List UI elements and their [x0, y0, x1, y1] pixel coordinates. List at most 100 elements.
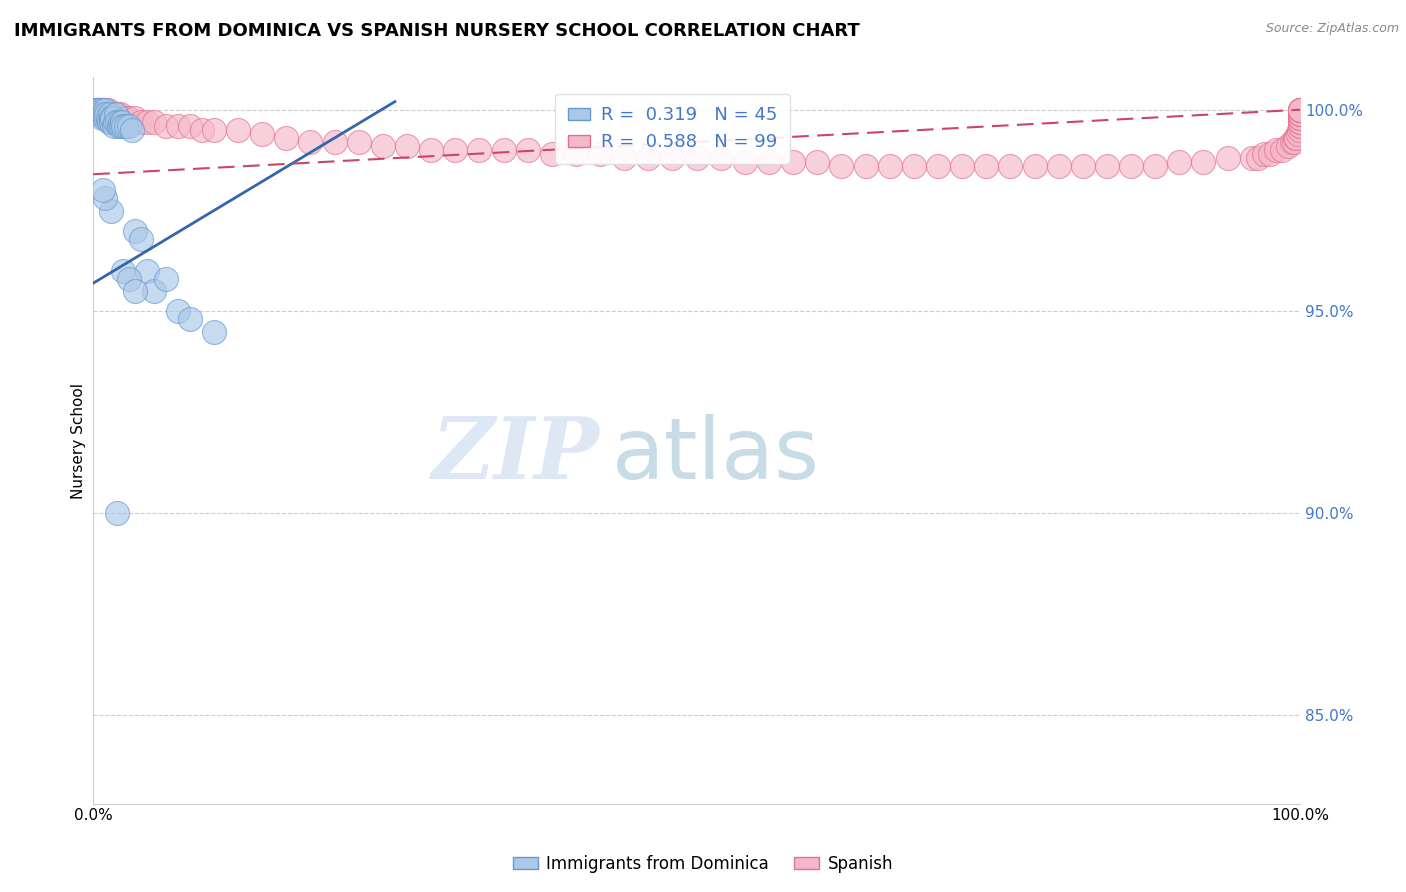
Point	[112, 111, 135, 125]
Point	[299, 135, 322, 149]
Point	[112, 119, 135, 133]
Point	[1277, 139, 1299, 153]
Point	[1289, 103, 1312, 117]
Point	[830, 159, 852, 173]
Point	[90, 111, 112, 125]
Point	[1289, 103, 1312, 117]
Point	[468, 143, 491, 157]
Point	[100, 107, 122, 121]
Point	[87, 103, 110, 117]
Point	[1047, 159, 1070, 173]
Point	[91, 103, 114, 117]
Point	[89, 103, 111, 117]
Point	[782, 155, 804, 169]
Point	[105, 107, 128, 121]
Point	[613, 151, 636, 165]
Point	[589, 147, 612, 161]
Point	[142, 285, 165, 299]
Point	[950, 159, 973, 173]
Point	[89, 103, 111, 117]
Point	[974, 159, 997, 173]
Point	[758, 155, 780, 169]
Point	[103, 119, 125, 133]
Point	[806, 155, 828, 169]
Point	[927, 159, 949, 173]
Point	[114, 119, 136, 133]
Point	[131, 115, 153, 129]
Point	[179, 312, 201, 326]
Point	[94, 103, 117, 117]
Point	[1264, 143, 1286, 157]
Point	[1286, 127, 1309, 141]
Point	[131, 232, 153, 246]
Text: IMMIGRANTS FROM DOMINICA VS SPANISH NURSERY SCHOOL CORRELATION CHART: IMMIGRANTS FROM DOMINICA VS SPANISH NURS…	[14, 22, 860, 40]
Point	[118, 119, 141, 133]
Point	[97, 107, 120, 121]
Point	[111, 115, 134, 129]
Point	[1289, 111, 1312, 125]
Point	[96, 107, 118, 121]
Point	[166, 304, 188, 318]
Point	[1281, 135, 1303, 149]
Point	[323, 135, 346, 149]
Point	[90, 103, 112, 117]
Point	[347, 135, 370, 149]
Point	[90, 103, 112, 117]
Point	[136, 115, 159, 129]
Point	[89, 107, 111, 121]
Point	[492, 143, 515, 157]
Point	[124, 111, 146, 125]
Point	[1289, 119, 1312, 133]
Point	[94, 191, 117, 205]
Point	[1240, 151, 1263, 165]
Point	[1289, 107, 1312, 121]
Point	[118, 272, 141, 286]
Point	[100, 111, 122, 125]
Point	[94, 111, 117, 125]
Point	[1095, 159, 1118, 173]
Point	[1284, 131, 1306, 145]
Point	[1285, 131, 1308, 145]
Point	[124, 285, 146, 299]
Point	[101, 111, 124, 125]
Point	[1289, 107, 1312, 121]
Point	[1289, 107, 1312, 121]
Point	[105, 115, 128, 129]
Point	[202, 325, 225, 339]
Point	[105, 107, 128, 121]
Point	[87, 103, 110, 117]
Y-axis label: Nursery School: Nursery School	[72, 383, 86, 499]
Point	[903, 159, 925, 173]
Point	[142, 115, 165, 129]
Point	[97, 115, 120, 129]
Point	[97, 103, 120, 117]
Point	[685, 151, 707, 165]
Legend: R =  0.319   N = 45, R =  0.588   N = 99: R = 0.319 N = 45, R = 0.588 N = 99	[555, 94, 790, 164]
Point	[1168, 155, 1191, 169]
Point	[100, 203, 122, 218]
Point	[136, 264, 159, 278]
Point	[855, 159, 877, 173]
Point	[395, 139, 418, 153]
Point	[108, 107, 131, 121]
Point	[104, 115, 127, 129]
Point	[108, 115, 131, 129]
Point	[101, 107, 124, 121]
Text: Source: ZipAtlas.com: Source: ZipAtlas.com	[1265, 22, 1399, 36]
Point	[91, 183, 114, 197]
Point	[1289, 115, 1312, 129]
Point	[1000, 159, 1022, 173]
Point	[121, 123, 143, 137]
Point	[1289, 103, 1312, 117]
Point	[115, 111, 138, 125]
Point	[1253, 147, 1275, 161]
Point	[98, 107, 121, 121]
Point	[86, 103, 108, 117]
Point	[1071, 159, 1094, 173]
Point	[879, 159, 901, 173]
Point	[94, 103, 117, 117]
Point	[191, 123, 214, 137]
Point	[1289, 111, 1312, 125]
Point	[1216, 151, 1239, 165]
Point	[1289, 115, 1312, 129]
